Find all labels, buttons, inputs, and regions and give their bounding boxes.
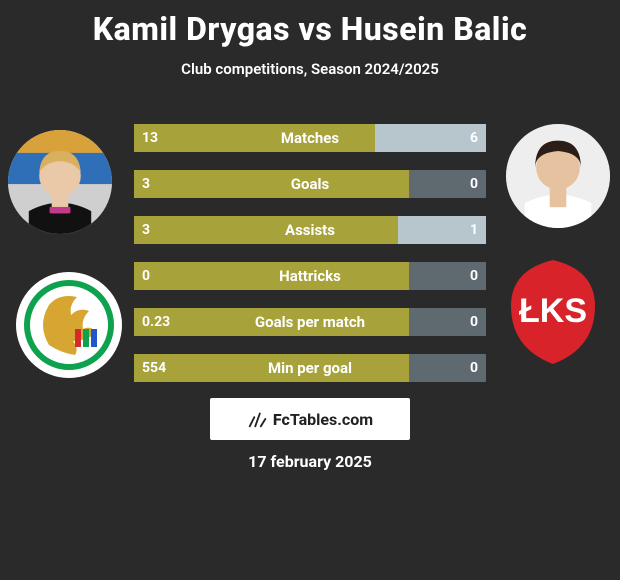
bar-left	[134, 216, 398, 244]
stat-row: 30Goals	[134, 170, 486, 198]
brand-icon	[247, 408, 269, 430]
svg-text:ŁKS: ŁKS	[519, 292, 587, 330]
stat-value-right: 0	[462, 354, 486, 382]
stat-row: 31Assists	[134, 216, 486, 244]
bar-left	[134, 262, 409, 290]
player-left-avatar	[8, 130, 112, 234]
stat-row: 00Hattricks	[134, 262, 486, 290]
stat-value-left: 3	[134, 170, 158, 198]
page-title: Kamil Drygas vs Husein Balic	[0, 10, 620, 48]
stat-value-right: 6	[462, 124, 486, 152]
club-left-badge	[16, 272, 122, 378]
brand-plate: FcTables.com	[210, 398, 410, 440]
bar-left	[134, 354, 409, 382]
club-right-badge: ŁKS	[500, 260, 606, 366]
stat-rows: 136Matches30Goals31Assists00Hattricks0.2…	[134, 124, 486, 400]
stat-row: 5540Min per goal	[134, 354, 486, 382]
stat-value-left: 0.23	[134, 308, 178, 336]
date-label: 17 february 2025	[0, 452, 620, 471]
stat-value-left: 554	[134, 354, 174, 382]
stat-value-left: 13	[134, 124, 166, 152]
player-left-illustration	[8, 130, 112, 234]
club-right-illustration: ŁKS	[503, 260, 603, 366]
player-right-illustration	[506, 124, 610, 228]
stat-value-left: 0	[134, 262, 158, 290]
stat-row: 136Matches	[134, 124, 486, 152]
stat-value-right: 0	[462, 308, 486, 336]
club-left-illustration	[19, 275, 119, 375]
stat-row: 0.230Goals per match	[134, 308, 486, 336]
subtitle: Club competitions, Season 2024/2025	[0, 60, 620, 78]
stat-value-right: 0	[462, 262, 486, 290]
stat-value-left: 3	[134, 216, 158, 244]
brand-text: FcTables.com	[273, 410, 373, 429]
bar-left	[134, 124, 375, 152]
player-right-avatar	[506, 124, 610, 228]
stat-value-right: 0	[462, 170, 486, 198]
stat-value-right: 1	[462, 216, 486, 244]
bar-left	[134, 170, 409, 198]
